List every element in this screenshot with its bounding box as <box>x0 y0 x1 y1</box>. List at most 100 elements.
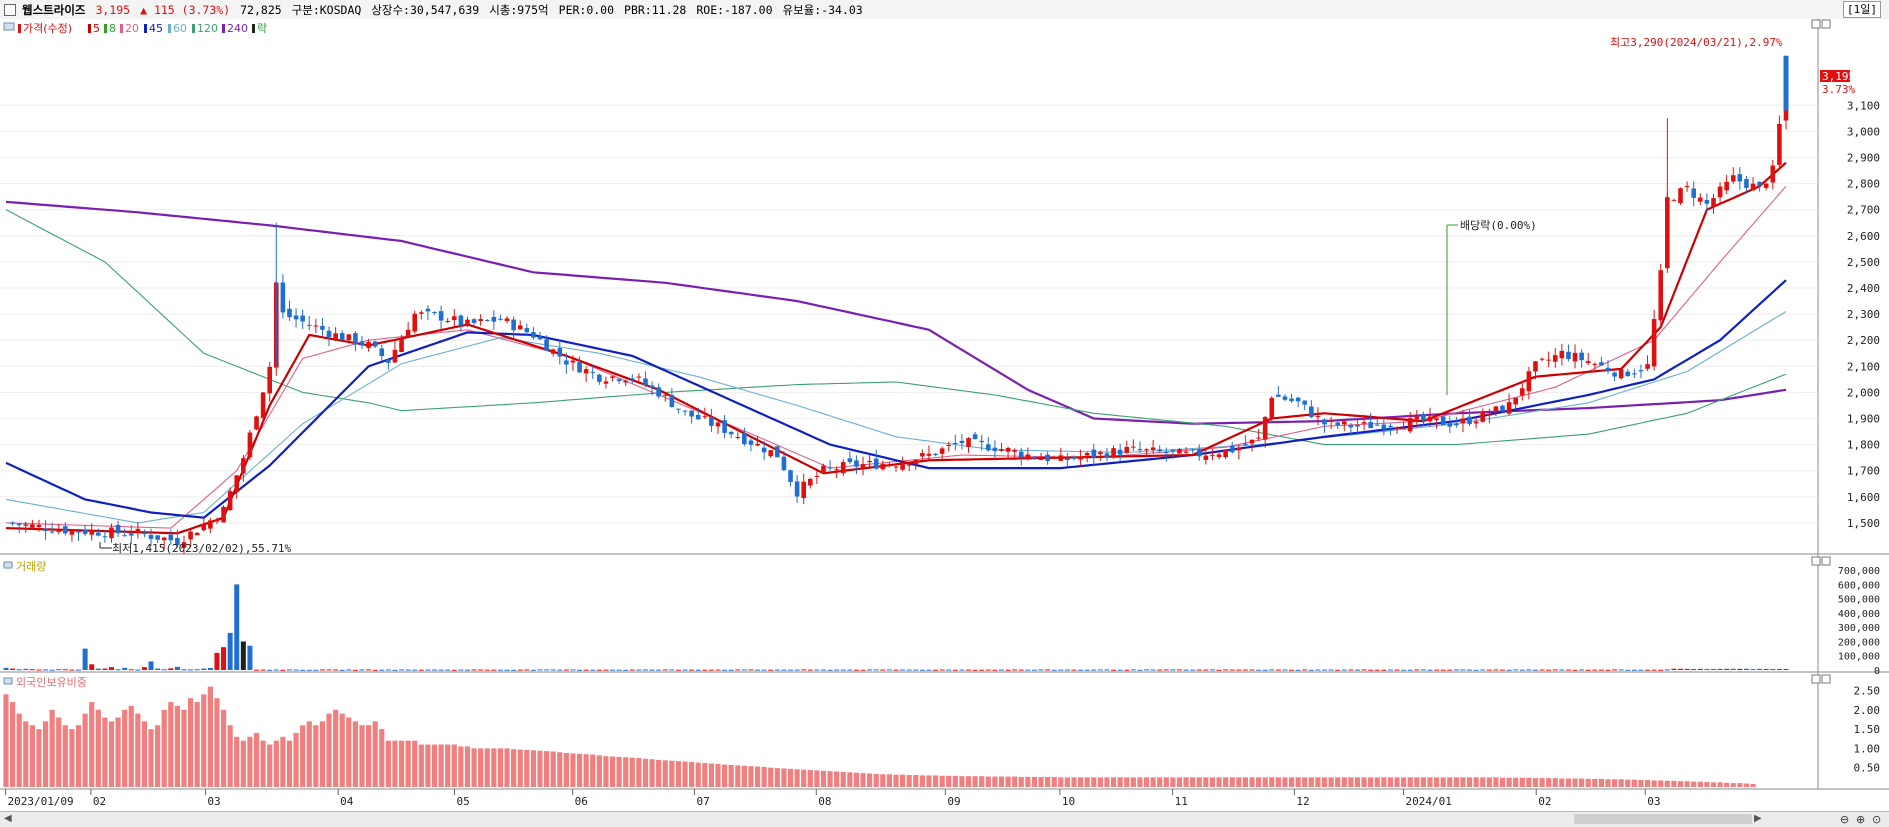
foreign-bar <box>1546 778 1552 787</box>
reserve-ratio: 유보율:-34.03 <box>782 2 863 17</box>
volume-bar <box>1710 668 1716 670</box>
per-value: PER:0.00 <box>558 2 615 17</box>
x-tick-label: 12 <box>1296 795 1309 808</box>
volume-bar <box>675 669 681 671</box>
volume-bar <box>221 647 227 670</box>
candle-body <box>1744 179 1749 188</box>
volume-bar <box>1691 669 1697 671</box>
foreign-bar <box>985 776 991 787</box>
foreign-bar <box>886 774 893 787</box>
high-annotation: 최고3,290(2024/03/21),2.97% <box>1610 36 1783 49</box>
candle-body <box>1513 397 1519 405</box>
foreign-bar <box>695 762 701 787</box>
candle-body <box>1783 55 1789 111</box>
volume-tick-label: 600,000 <box>1838 580 1880 591</box>
volume-bar <box>155 668 161 670</box>
candle-body <box>1012 450 1017 452</box>
zoom-in-icon[interactable]: ⊕ <box>1856 813 1866 826</box>
candle-body <box>76 531 81 533</box>
candle-body <box>1256 437 1261 439</box>
volume-bar <box>979 669 985 671</box>
candle-body <box>807 479 813 486</box>
volume-bar <box>1519 669 1525 671</box>
candle-body <box>1361 422 1367 424</box>
foreign-bar <box>1262 777 1268 787</box>
volume-bar <box>1341 669 1347 671</box>
volume-bar <box>76 669 82 671</box>
candle-body <box>300 315 305 322</box>
volume-bar <box>1486 669 1492 671</box>
volume-bar <box>1031 669 1037 671</box>
foreign-bar <box>1473 777 1479 787</box>
foreign-bar <box>979 776 985 787</box>
foreign-bar <box>1658 780 1664 787</box>
candle-body <box>392 349 398 363</box>
candle-body <box>353 333 358 345</box>
checkbox-icon[interactable] <box>4 3 16 16</box>
candle-body <box>1711 198 1716 207</box>
candle-body <box>1717 186 1723 198</box>
candle-body <box>1236 447 1242 451</box>
candle-body <box>933 453 938 456</box>
current-pct-tag: 3.73% <box>1822 83 1855 96</box>
price-tick-label: 3,000 <box>1847 125 1880 138</box>
volume-bar <box>1163 669 1169 671</box>
foreign-bar <box>1282 777 1288 787</box>
candle-body <box>1262 416 1268 440</box>
foreign-bar <box>1526 777 1532 787</box>
scrollbar[interactable]: ◀ ▶ ⊖ ⊕ ⊙ <box>0 811 1889 827</box>
price-tick-label: 1,900 <box>1847 413 1880 426</box>
volume-bar <box>1559 669 1565 671</box>
candle-body <box>161 537 167 541</box>
scroll-right-icon[interactable]: ▶ <box>1754 813 1762 824</box>
candle-body <box>1183 451 1189 453</box>
volume-bar <box>1374 669 1380 671</box>
candle-body <box>840 462 846 474</box>
candle-body <box>814 475 820 477</box>
foreign-bar <box>1638 780 1644 787</box>
foreign-bar <box>385 740 391 787</box>
volume-bar <box>1150 669 1156 671</box>
volume-bar <box>102 668 108 670</box>
candle-body <box>1526 371 1532 392</box>
volume-bar <box>148 661 154 670</box>
foreign-bar <box>108 721 115 787</box>
foreign-tick-label: 2.50 <box>1854 684 1881 697</box>
foreign-bar <box>1348 777 1354 787</box>
volume-bar <box>900 669 906 671</box>
zoom-reset-icon[interactable]: ⊙ <box>1872 813 1882 826</box>
scroll-thumb[interactable] <box>1574 814 1752 824</box>
foreign-bar <box>616 756 622 787</box>
scroll-left-icon[interactable]: ◀ <box>4 813 12 824</box>
foreign-bar <box>1552 778 1558 787</box>
legend-ma5: 5 <box>93 22 100 35</box>
foreign-bar <box>352 721 359 787</box>
foreign-bar <box>128 705 134 787</box>
candle-body <box>1368 422 1373 429</box>
candle-body <box>920 453 925 457</box>
volume-bar <box>1249 669 1255 671</box>
candle-body <box>425 308 431 312</box>
volume-bar <box>820 669 826 671</box>
stock-chart[interactable]: 1,500 1,600 1,700 1,800 1,900 2,000 2,100 2,200… <box>0 19 1889 811</box>
foreign-bar <box>1585 778 1591 787</box>
period-selector[interactable]: [1일] <box>1843 1 1881 18</box>
price-tick-label: 2,300 <box>1847 308 1880 321</box>
candle-body <box>280 282 286 313</box>
foreign-bar <box>181 709 187 787</box>
x-tick-label: 09 <box>947 795 960 808</box>
volume-bar <box>1190 669 1196 671</box>
candle-body <box>1210 455 1215 457</box>
foreign-bar <box>194 702 200 787</box>
foreign-bar <box>1150 777 1156 787</box>
foreign-bar <box>1097 777 1103 787</box>
candle-body <box>1058 455 1064 461</box>
volume-bar <box>1078 669 1084 671</box>
foreign-bar <box>89 702 95 787</box>
foreign-bar <box>491 748 497 787</box>
volume-bar <box>1605 669 1611 671</box>
volume-bar <box>247 645 253 670</box>
volume-bar <box>952 669 958 671</box>
volume-bar <box>497 669 503 671</box>
zoom-out-icon[interactable]: ⊖ <box>1840 813 1850 826</box>
